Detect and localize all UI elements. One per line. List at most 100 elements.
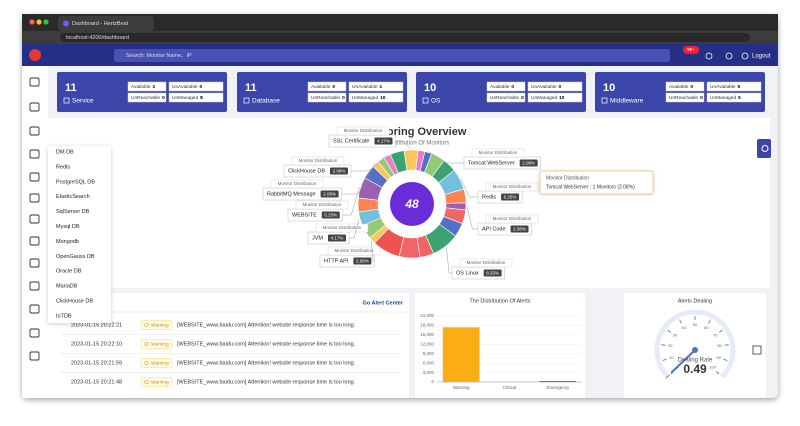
- leader-line: [371, 241, 375, 262]
- stat-label: UnManaged: [531, 95, 557, 101]
- sidebar-icon[interactable]: [29, 126, 40, 136]
- stat-label: Available: [311, 84, 331, 90]
- stat-box: [706, 92, 762, 103]
- sidebar-icon[interactable]: [29, 214, 40, 224]
- menu-item[interactable]: Oracle DB: [56, 269, 82, 275]
- window-control[interactable]: [29, 19, 35, 25]
- search-placeholder[interactable]: Search: Monitor Name、IP: [126, 53, 192, 59]
- sidebar-icon[interactable]: [29, 193, 40, 203]
- leader-line: [349, 219, 360, 239]
- card-label: OS: [431, 98, 441, 105]
- menu-item[interactable]: ElasticSearch: [56, 194, 90, 200]
- window-control[interactable]: [36, 19, 42, 25]
- float-icon[interactable]: [752, 345, 762, 355]
- menu-item[interactable]: OpenGauss DB: [56, 254, 95, 260]
- url: localhost:4200/dashboard: [66, 35, 129, 41]
- sidebar-icon[interactable]: [29, 304, 40, 314]
- header-icon[interactable]: [725, 52, 733, 60]
- y-tick-label: 3,000: [423, 370, 435, 375]
- gauge-tick: [679, 319, 682, 324]
- notification-count: 99+: [687, 47, 695, 52]
- menu-item[interactable]: Mongodb: [56, 239, 79, 245]
- status-card[interactable]: [416, 72, 586, 112]
- stat-label: UnManaged: [352, 95, 378, 101]
- stat-box: [527, 81, 583, 92]
- stat-box: [486, 81, 526, 92]
- gauge-tick: [719, 329, 723, 333]
- sidebar-icon[interactable]: [29, 236, 40, 246]
- stat-value: 0: [162, 95, 165, 101]
- slice-percent: 8.33%: [486, 270, 499, 275]
- alert-level: Warning: [151, 360, 169, 366]
- bar[interactable]: [539, 381, 577, 382]
- leader-line: [395, 140, 412, 150]
- bar[interactable]: [442, 327, 480, 382]
- percent-badge: [501, 193, 520, 201]
- gauge-track: [654, 309, 736, 379]
- slice-label: Tomcat WebServer: [468, 160, 515, 166]
- gauge-label: Dealing Rate: [678, 358, 713, 364]
- menu-item[interactable]: ClickHouse DB: [56, 298, 93, 304]
- sidebar-icon[interactable]: [29, 172, 40, 182]
- gauge-tick: [724, 344, 729, 346]
- card-label: Middleware: [610, 98, 644, 105]
- header-icon[interactable]: [705, 52, 713, 60]
- alert-content: [WEBSITE_www.baidu.com] Attention! websi…: [177, 360, 356, 366]
- percent-badge: [374, 137, 393, 145]
- card-icon: [63, 97, 70, 104]
- menu-item[interactable]: PostgreSQL DB: [56, 179, 95, 185]
- card-count: 10: [603, 82, 615, 94]
- logout[interactable]: Logout: [752, 54, 771, 60]
- label-header: Monitor Distribution: [344, 128, 383, 133]
- alert-center-link[interactable]: Go Alert Center: [363, 300, 404, 306]
- sidebar-icon[interactable]: [29, 281, 40, 291]
- url-field[interactable]: [60, 33, 750, 42]
- percent-badge: [510, 225, 529, 233]
- tab[interactable]: [58, 16, 154, 31]
- alert-time: 2023-01-15 20:22:21: [71, 322, 122, 328]
- status-card[interactable]: [595, 72, 765, 112]
- status-card[interactable]: [237, 72, 407, 112]
- sidebar-icon[interactable]: [29, 102, 40, 112]
- gauge-tick: [667, 329, 671, 333]
- search-box[interactable]: [114, 49, 670, 62]
- label-header-box: [485, 214, 539, 224]
- tooltip-text: Tomcat WebServer : 1 Monitors (2.08%): [546, 184, 635, 190]
- menu-item[interactable]: IoTDB: [56, 313, 72, 319]
- menu-item[interactable]: DM DB: [56, 149, 74, 155]
- gauge-panel: [624, 293, 766, 398]
- gauge-needle: [670, 349, 696, 374]
- sidebar-icon[interactable]: [29, 149, 40, 159]
- pie-center: [390, 182, 434, 226]
- card-icon: [243, 97, 250, 104]
- sidebar-icon[interactable]: [29, 258, 40, 268]
- slice-label: JVM: [312, 235, 323, 241]
- stat-value: 3: [152, 84, 155, 90]
- card-icon: [422, 97, 429, 104]
- gauge-tick-label: 70: [713, 332, 718, 337]
- gauge-tick: [708, 319, 711, 324]
- pie-slice[interactable]: [389, 150, 408, 174]
- header-icon[interactable]: [741, 52, 749, 60]
- status-card[interactable]: [57, 72, 227, 112]
- sidebar-icon[interactable]: [29, 77, 40, 87]
- label-header: Monitor Distribution: [493, 216, 532, 221]
- menu-item[interactable]: MariaDB: [56, 284, 78, 290]
- menu-item[interactable]: SqlServer DB: [56, 209, 90, 215]
- gauge-tick: [662, 358, 667, 361]
- menu-item[interactable]: Redis: [56, 164, 70, 170]
- chart-title: Alerts Dealing: [678, 298, 712, 304]
- stat-box: [486, 92, 526, 103]
- stat-value: 0: [521, 95, 524, 101]
- x-tick-label: Critical: [503, 385, 517, 390]
- menu-item[interactable]: Mysql DB: [56, 224, 80, 230]
- settings-button[interactable]: [757, 139, 771, 158]
- label-header-box: [295, 200, 349, 210]
- sidebar-icon[interactable]: [29, 328, 40, 338]
- stat-label: UnAvailable: [172, 84, 198, 90]
- alert-level: Warning: [151, 322, 169, 328]
- alert-level: Warning: [151, 379, 169, 385]
- sidebar-icon[interactable]: [29, 351, 40, 361]
- percent-badge: [329, 167, 348, 175]
- window-control[interactable]: [43, 19, 49, 25]
